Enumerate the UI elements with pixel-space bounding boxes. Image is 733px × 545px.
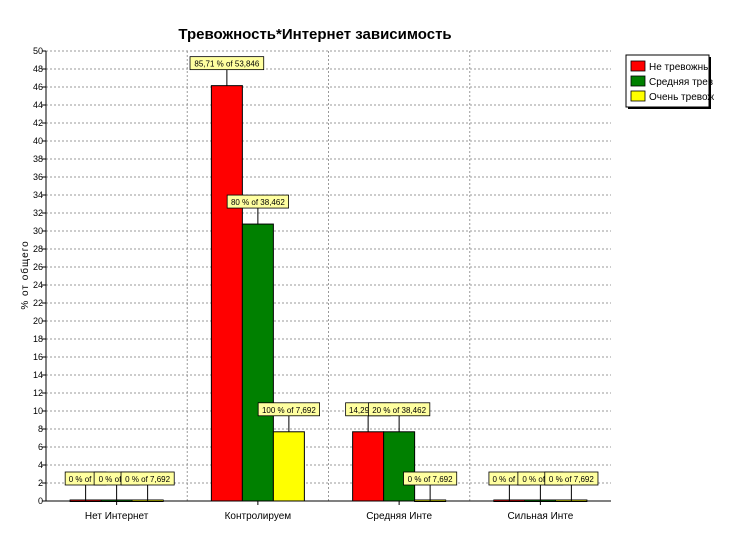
data-label-box	[403, 471, 458, 486]
y-tick-label: 30	[33, 226, 43, 236]
legend-swatch	[630, 75, 646, 87]
y-tick-label: 36	[33, 172, 43, 182]
y-tick-label: 20	[33, 316, 43, 326]
data-label: 80 % of 38,462	[231, 198, 285, 207]
bar	[272, 431, 305, 502]
legend-swatch	[630, 60, 646, 72]
y-tick-label: 48	[33, 64, 43, 74]
x-tick-label: Контролируем	[225, 511, 292, 522]
data-label: 0 % of 7,692	[549, 475, 594, 484]
y-tick-label: 22	[33, 298, 43, 308]
x-tick-label: Сильная Инте	[507, 511, 573, 522]
y-tick-label: 24	[33, 280, 43, 290]
bar	[210, 85, 243, 502]
data-label: 20 % of 38,462	[372, 406, 426, 415]
chart-title: Тревожность*Интернет зависимость	[178, 26, 451, 43]
y-tick-label: 0	[38, 496, 43, 506]
data-label-box	[189, 56, 265, 71]
legend-label: Очень тревож	[649, 92, 714, 103]
data-label-box	[544, 471, 599, 486]
bar	[352, 431, 385, 502]
grid	[46, 50, 611, 501]
y-tick-label: 34	[33, 190, 43, 200]
axes: 0246810121416182022242628303234363840424…	[33, 46, 611, 522]
y-tick-label: 50	[33, 46, 43, 56]
data-label: 85,71 % of 53,846	[194, 60, 259, 69]
bar	[241, 223, 274, 502]
y-tick-label: 32	[33, 208, 43, 218]
y-tick-label: 38	[33, 154, 43, 164]
legend-label: Не тревожны	[649, 62, 710, 73]
y-tick-label: 12	[33, 388, 43, 398]
data-label: 0 % of 7,692	[125, 475, 170, 484]
data-label-box	[226, 194, 289, 209]
data-label: 0 % of 38,	[522, 475, 558, 484]
y-axis-label: % от общего	[19, 240, 31, 309]
data-label: 0 % of 38,	[99, 475, 135, 484]
y-tick-label: 26	[33, 262, 43, 272]
y-tick-label: 40	[33, 136, 43, 146]
y-tick-label: 6	[38, 442, 43, 452]
x-tick-label: Средняя Инте	[366, 511, 432, 522]
y-tick-label: 16	[33, 352, 43, 362]
data-label-box	[368, 402, 431, 417]
data-label-box	[257, 402, 320, 417]
bar	[383, 431, 416, 502]
data-label: 0 % of 53	[69, 475, 103, 484]
y-tick-label: 14	[33, 370, 43, 380]
data-label-box	[120, 471, 175, 486]
y-tick-label: 46	[33, 82, 43, 92]
y-tick-label: 10	[33, 406, 43, 416]
x-tick-label: Нет Интернет	[85, 511, 149, 522]
y-tick-label: 4	[38, 460, 43, 470]
legend: Не тревожны Средняя трев Очень тревож	[625, 54, 714, 109]
data-label: 0 % of 7,692	[408, 475, 453, 484]
y-tick-label: 2	[38, 478, 43, 488]
data-label: 100 % of 7,692	[262, 406, 316, 415]
y-tick-label: 42	[33, 118, 43, 128]
legend-swatch	[630, 90, 646, 102]
y-tick-label: 8	[38, 424, 43, 434]
y-tick-label: 28	[33, 244, 43, 254]
y-tick-label: 44	[33, 100, 43, 110]
legend-label: Средняя трев	[649, 77, 713, 88]
bars	[69, 85, 588, 502]
data-label: 0 % of 53	[492, 475, 526, 484]
y-tick-label: 18	[33, 334, 43, 344]
